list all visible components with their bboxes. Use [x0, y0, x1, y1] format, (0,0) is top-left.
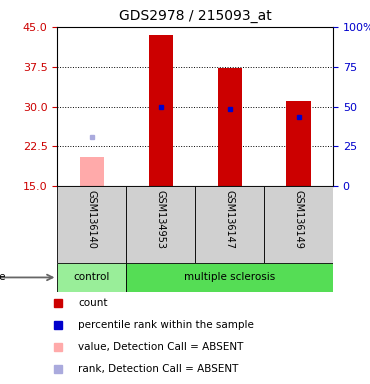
- Bar: [126, 186, 195, 263]
- Text: GSM136140: GSM136140: [87, 190, 97, 249]
- Text: control: control: [74, 272, 110, 283]
- Bar: [57, 186, 126, 263]
- Text: count: count: [78, 298, 108, 308]
- Bar: [286, 101, 310, 186]
- Bar: [57, 263, 126, 292]
- Text: disease state: disease state: [0, 272, 6, 283]
- Bar: [126, 263, 333, 292]
- Text: GSM136149: GSM136149: [293, 190, 303, 249]
- Title: GDS2978 / 215093_at: GDS2978 / 215093_at: [119, 9, 272, 23]
- Text: percentile rank within the sample: percentile rank within the sample: [78, 320, 254, 330]
- Text: multiple sclerosis: multiple sclerosis: [184, 272, 275, 283]
- Bar: [195, 186, 264, 263]
- Bar: [264, 186, 333, 263]
- Text: value, Detection Call = ABSENT: value, Detection Call = ABSENT: [78, 342, 243, 352]
- Text: GSM136147: GSM136147: [225, 190, 235, 249]
- Bar: [149, 35, 173, 186]
- Bar: [80, 157, 104, 186]
- Text: GSM134953: GSM134953: [156, 190, 166, 249]
- Text: rank, Detection Call = ABSENT: rank, Detection Call = ABSENT: [78, 364, 239, 374]
- Bar: [218, 68, 242, 186]
